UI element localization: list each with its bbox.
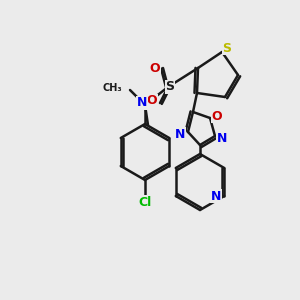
Text: N: N <box>217 131 227 145</box>
Text: S: S <box>223 41 232 55</box>
Text: CH₃: CH₃ <box>102 83 122 93</box>
Text: Cl: Cl <box>138 196 152 208</box>
Text: S: S <box>166 80 175 94</box>
Text: N: N <box>137 97 147 110</box>
Text: O: O <box>212 110 222 122</box>
Text: N: N <box>175 128 185 140</box>
Text: O: O <box>150 61 160 74</box>
Text: O: O <box>147 94 157 107</box>
Text: N: N <box>211 190 221 202</box>
